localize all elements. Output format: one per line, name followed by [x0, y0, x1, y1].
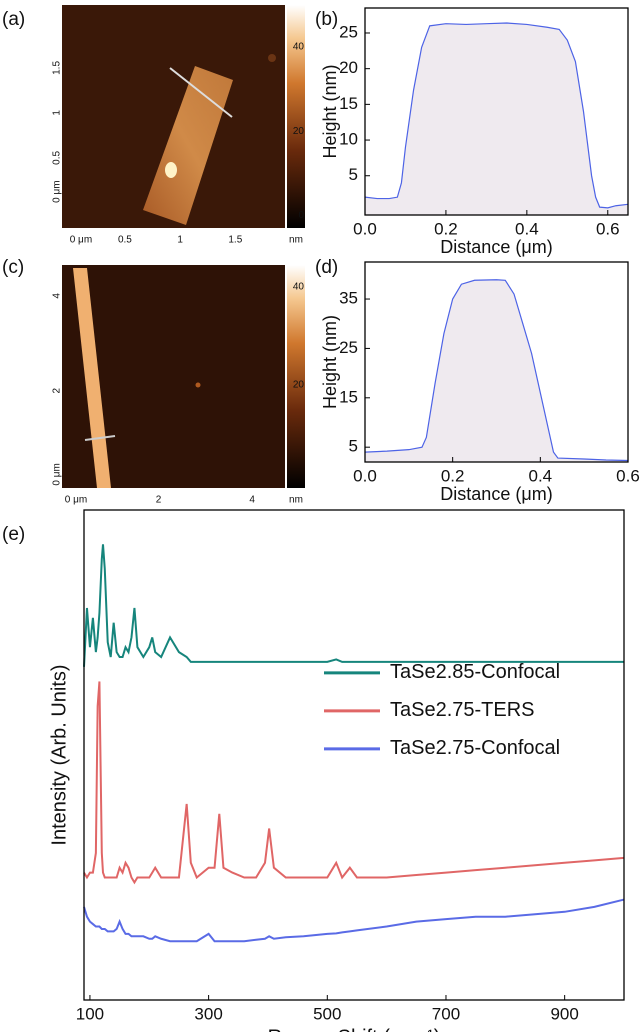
x-tick-label: 0.0 [353, 466, 377, 485]
afm-spot [165, 162, 177, 178]
data-line [83, 898, 625, 943]
x-tick-label: 0.6 [616, 466, 640, 485]
y-tick-label: 35 [339, 289, 358, 308]
profile-line [84, 435, 116, 441]
y-tick-label: 0.5 [52, 150, 63, 164]
colorbar-unit: nm [289, 495, 303, 506]
x-tick-label: 0.4 [529, 466, 553, 485]
colorbar-unit: nm [289, 235, 303, 246]
x-tick-label: 500 [313, 1004, 341, 1023]
y-tick-label: 1.5 [52, 61, 63, 75]
x-tick-label: 700 [432, 1004, 460, 1023]
x-axis-title: Distance (μm) [440, 484, 552, 504]
afm-spot [268, 54, 276, 62]
x-tick-label: 2 [156, 495, 162, 506]
y-tick-label: 15 [339, 387, 358, 406]
x-tick-label: 0.2 [441, 466, 465, 485]
x-axis-title: Distance (μm) [440, 237, 552, 257]
panel-label: (b) [315, 9, 338, 30]
x-tick-label: 100 [76, 1004, 104, 1023]
y-tick-label: 25 [339, 338, 358, 357]
y-tick-label: 20 [339, 58, 358, 77]
y-tick-label: 15 [339, 94, 358, 113]
y-tick-label: 10 [339, 130, 358, 149]
x-tick-label: 0 μm [70, 235, 92, 246]
panel-label: (c) [2, 257, 24, 278]
x-tick-label: 900 [550, 1004, 578, 1023]
plot-frame [364, 7, 629, 216]
y-tick-label: 2 [52, 388, 63, 394]
afm-nanowire [73, 268, 111, 488]
x-tick-label: 0.2 [434, 219, 458, 238]
colorbar-tick-label: 20 [293, 380, 305, 391]
y-tick-label: 4 [52, 293, 63, 299]
x-axis-title: Raman Shift (cm⁻¹) [268, 1026, 441, 1032]
x-tick-label: 1 [177, 235, 183, 246]
x-tick-label: 0 μm [65, 495, 87, 506]
plot-frame [83, 509, 625, 1001]
y-tick-label: 0 μm [52, 463, 63, 485]
profile-line [169, 67, 233, 118]
x-tick-label: 0.0 [353, 219, 377, 238]
x-tick-label: 0.6 [596, 219, 620, 238]
x-tick-label: 1.5 [228, 235, 242, 246]
area-fill [365, 22, 628, 215]
x-tick-label: 300 [194, 1004, 222, 1023]
data-line [364, 279, 629, 462]
panel-label: (a) [2, 9, 25, 30]
data-line [364, 22, 629, 209]
afm-flake [143, 66, 233, 225]
y-axis-title: Intensity (Arb. Units) [48, 664, 70, 845]
legend-label: TaSe2.75-TERS [390, 699, 535, 721]
y-tick-label: 5 [349, 165, 358, 184]
legend-label: TaSe2.75-Confocal [390, 737, 560, 759]
colorbar [287, 265, 305, 488]
panel-label: (e) [2, 524, 25, 545]
y-axis-title: Height (nm) [320, 315, 340, 409]
data-line [83, 544, 624, 667]
colorbar-tick-label: 40 [293, 42, 305, 53]
x-tick-label: 4 [249, 495, 255, 506]
colorbar-tick-label: 20 [293, 126, 305, 137]
area-fill [365, 279, 628, 462]
colorbar [287, 5, 305, 228]
panel-label: (d) [315, 257, 338, 278]
y-tick-label: 1 [52, 110, 63, 116]
x-tick-label: 0.4 [515, 219, 539, 238]
y-tick-label: 0 μm [52, 180, 63, 202]
y-tick-label: 5 [349, 437, 358, 456]
colorbar-tick-label: 40 [293, 282, 305, 293]
colorbar-tick-label: 0 [298, 210, 304, 221]
y-tick-label: 25 [339, 22, 358, 41]
afm-spot [195, 382, 201, 388]
plot-frame [364, 261, 629, 463]
y-axis-title: Height (nm) [320, 64, 340, 158]
legend-label: TaSe2.85-Confocal [390, 661, 560, 683]
data-line [83, 681, 625, 885]
x-tick-label: 0.5 [118, 235, 132, 246]
